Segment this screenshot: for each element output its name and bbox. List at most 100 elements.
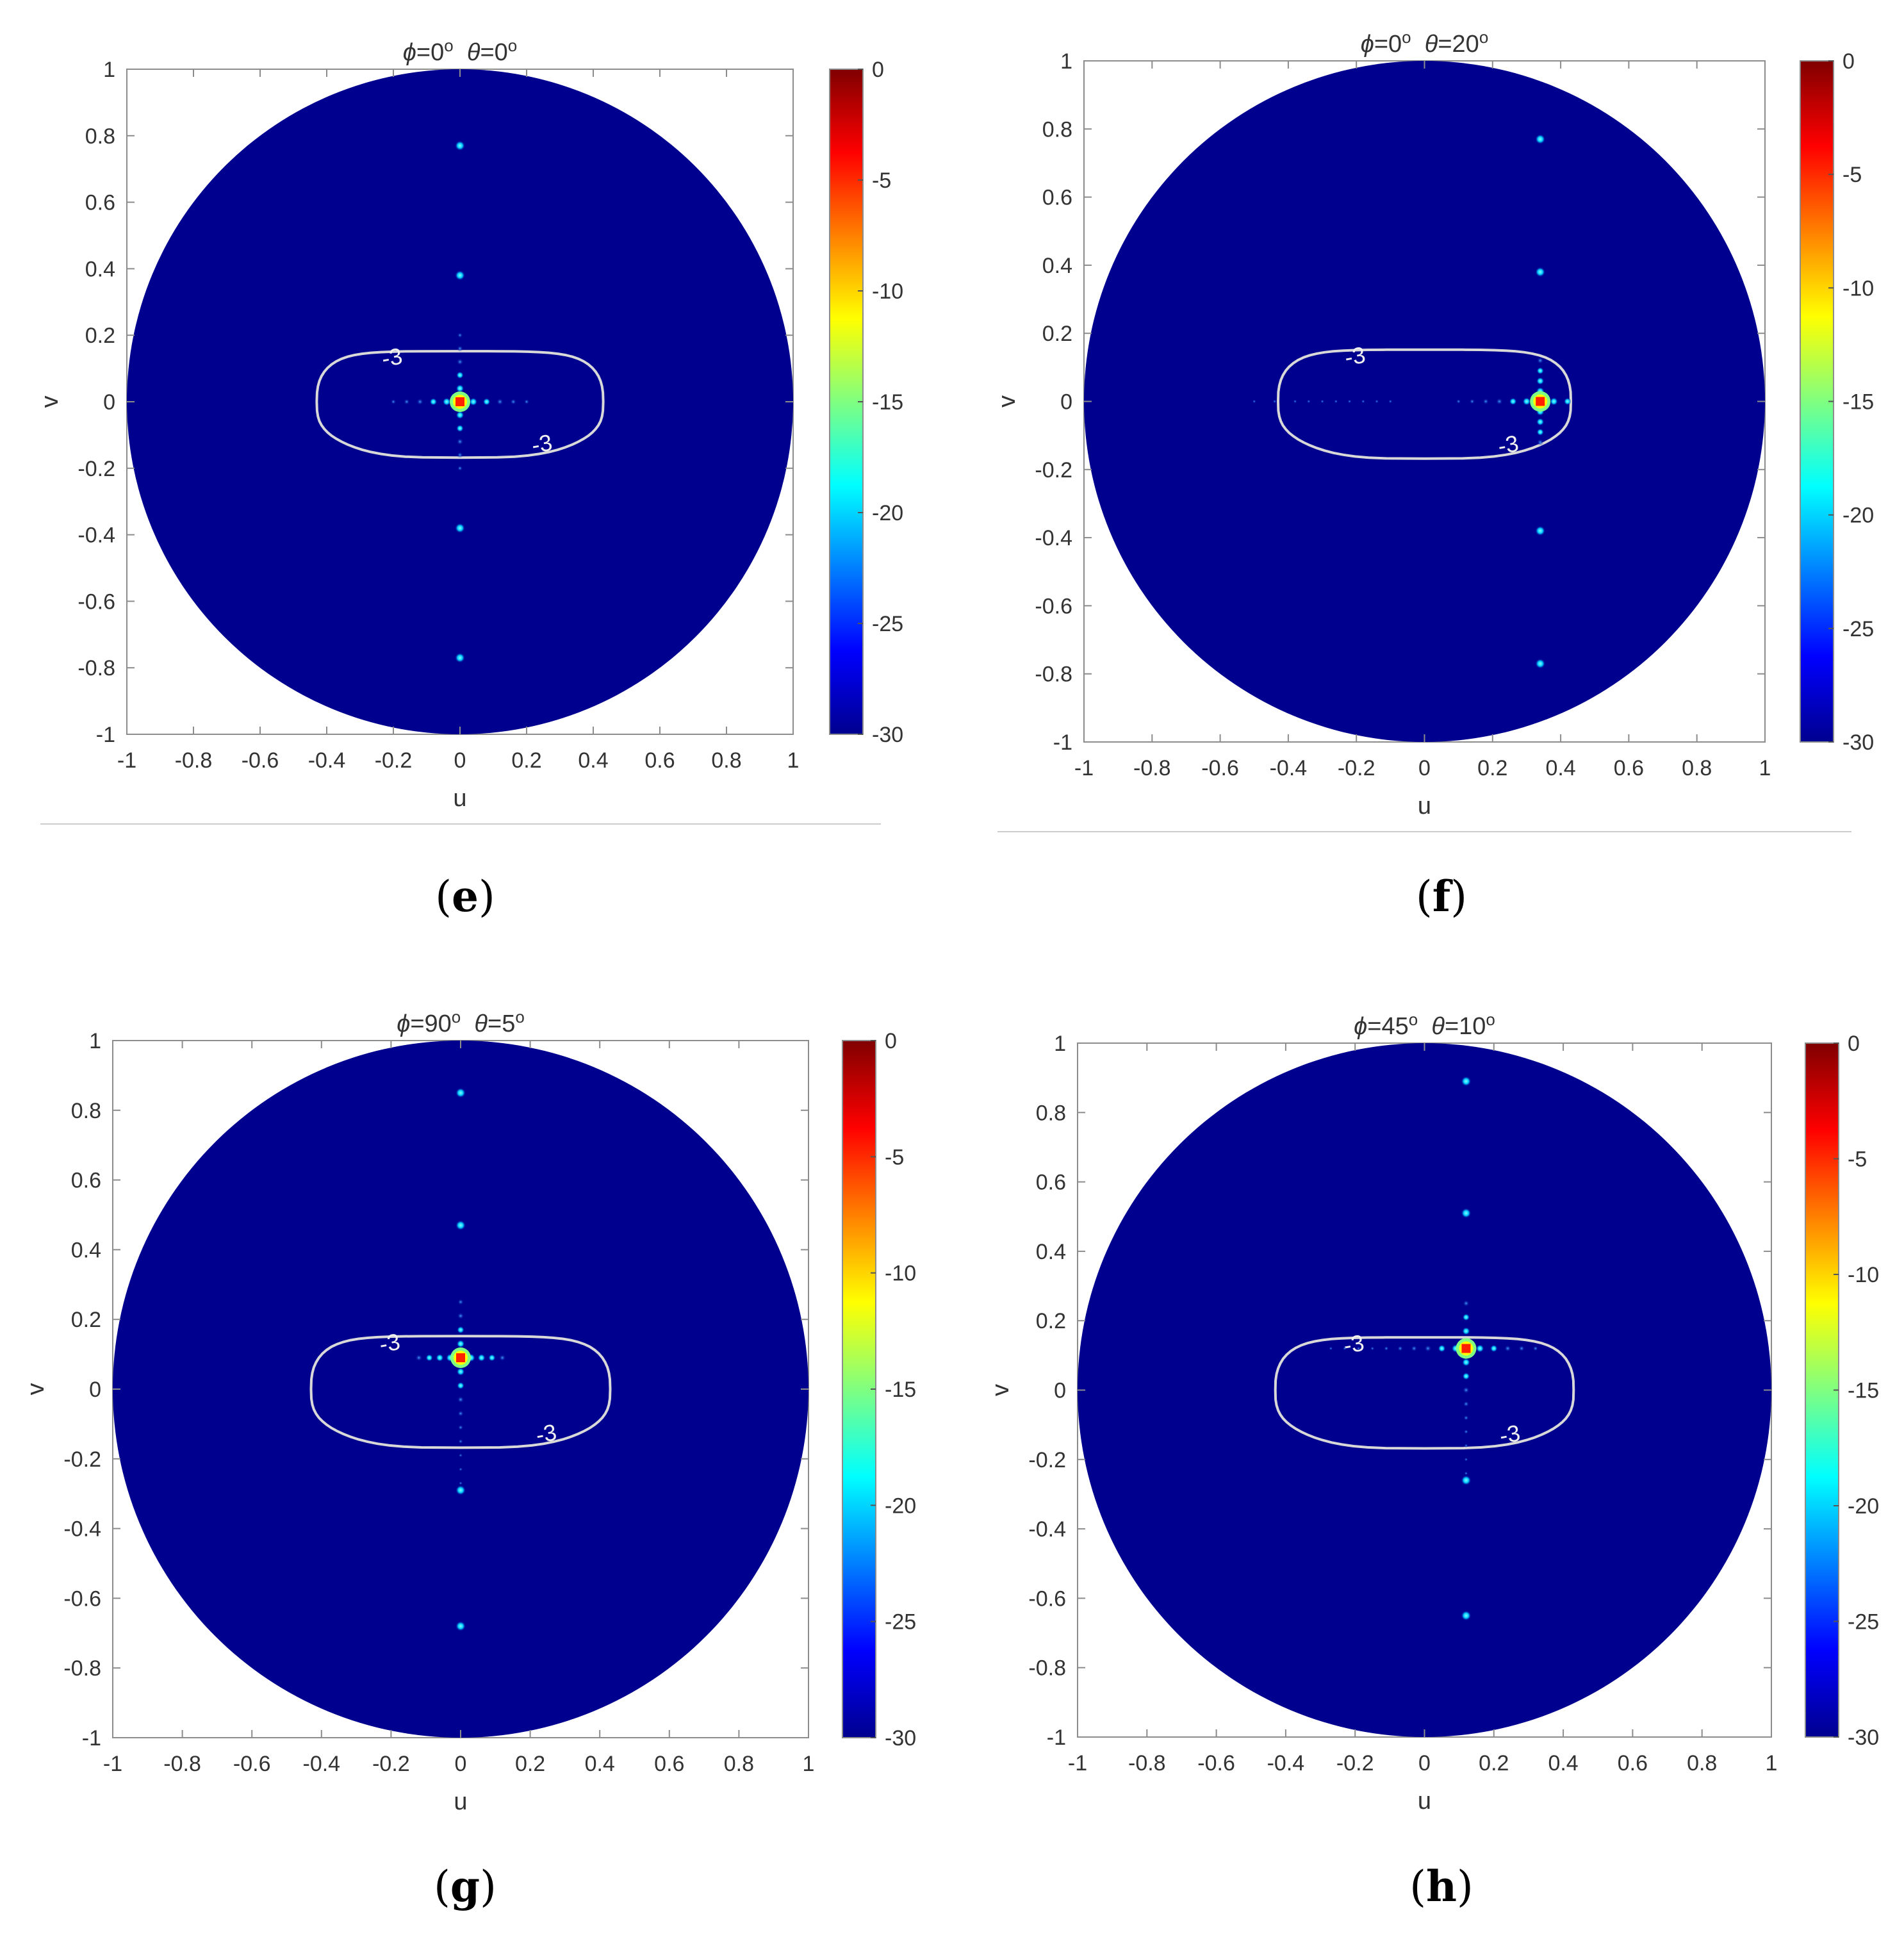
grating-lobe — [1461, 1208, 1472, 1219]
sidelobe-u — [1522, 397, 1531, 406]
y-tick-label: 0 — [1060, 390, 1072, 415]
x-tick-label: 0.8 — [724, 1752, 754, 1776]
grating-lobe — [455, 1620, 466, 1631]
colorbar-tick-label: 0 — [885, 1029, 897, 1053]
sidelobe-u — [1438, 1344, 1446, 1353]
x-tick-label: 0.4 — [1545, 756, 1575, 780]
y-axis-label: v — [994, 395, 1021, 408]
sidelobe-v — [456, 1367, 465, 1376]
sidelobe-v — [457, 1312, 464, 1320]
visible-region-disc — [1084, 61, 1765, 742]
grating-lobe — [1461, 1076, 1472, 1087]
x-axis-label: u — [1418, 1788, 1431, 1815]
sidelobe-v — [455, 411, 464, 420]
x-axis-label: u — [454, 1788, 467, 1815]
colorbar — [1805, 1042, 1839, 1738]
y-tick-label: 0.4 — [1036, 1240, 1066, 1264]
y-axis-label: v — [987, 1384, 1014, 1396]
chart-panel-h: -1 -0.8 -0.6 -0.4 -0.2 0 0.2 0.4 0.6 0.8 1 -1 -0.8 -0… — [987, 1010, 1879, 1815]
chart-title: ϕ=45o θ=10o — [1354, 1010, 1495, 1040]
sidelobe-v — [456, 438, 464, 445]
sidelobe-v — [458, 1438, 463, 1444]
x-tick-label: 0.2 — [515, 1752, 545, 1776]
colorbar-tick-label: -10 — [885, 1262, 916, 1286]
x-tick-label: 0 — [1418, 1751, 1431, 1775]
sidelobe-u — [1482, 398, 1489, 405]
sidelobe-u — [1272, 399, 1277, 404]
sidelobe-u — [390, 399, 397, 405]
y-axis-label: v — [22, 1383, 49, 1396]
sidelobe-v — [1463, 1387, 1470, 1394]
sidelobe-v — [1464, 1444, 1468, 1448]
x-tick-label: 0 — [1418, 756, 1431, 780]
sidelobe-u — [1475, 1344, 1484, 1353]
x-tick-label: -1 — [1068, 1751, 1087, 1775]
colorbar-tick-label: -25 — [1842, 617, 1874, 641]
sidelobe-v — [459, 1481, 463, 1485]
colorbar-tick-label: -30 — [1842, 730, 1874, 755]
y-tick-label: -0.4 — [63, 1517, 101, 1542]
y-tick-label: 0.2 — [85, 324, 115, 348]
x-tick-label: -1 — [117, 748, 136, 773]
grating-lobe — [455, 1220, 466, 1231]
x-tick-label: -0.2 — [1338, 756, 1375, 780]
x-tick-label: 0 — [454, 748, 466, 773]
y-tick-label: 0 — [1054, 1379, 1066, 1403]
colorbar-tick-label: -20 — [1842, 504, 1874, 528]
y-tick-label: -0.8 — [1028, 1656, 1066, 1681]
contour-line — [1274, 1336, 1575, 1450]
x-tick-label: 0.6 — [644, 748, 675, 773]
sidelobe-v — [457, 452, 463, 458]
sidelobe-u — [1252, 399, 1256, 404]
sidelobe-u — [1532, 1346, 1538, 1351]
x-axis-label: u — [453, 785, 466, 812]
y-tick-label: -0.6 — [1035, 594, 1072, 618]
sidelobe-v — [458, 1453, 463, 1458]
sidelobe-u — [1456, 399, 1461, 404]
visible-region-disc — [1078, 1043, 1771, 1737]
y-axis-label: v — [37, 396, 63, 408]
sidelobe-u — [523, 399, 530, 405]
sidelobe-u — [436, 1353, 444, 1362]
sidelobe-u — [469, 397, 478, 406]
sidelobe-v — [457, 1410, 464, 1417]
main-beam-peak — [456, 1353, 465, 1363]
sidelobe-v — [1463, 1401, 1470, 1407]
colorbar-tick-label: 0 — [872, 58, 884, 82]
x-tick-label: 0.4 — [1548, 1751, 1578, 1775]
x-tick-label: -0.8 — [1133, 756, 1171, 780]
y-tick-label: 0.2 — [1036, 1309, 1066, 1333]
colorbar — [1800, 60, 1834, 743]
y-tick-label: 0.2 — [1042, 322, 1072, 346]
colorbar-tick-label: -25 — [872, 612, 903, 636]
colorbar-tick-label: -5 — [872, 169, 891, 193]
x-tick-label: 0.4 — [585, 1752, 615, 1776]
sidelobe-u — [1293, 399, 1297, 404]
panel-caption-h: (h) — [1409, 1861, 1473, 1911]
grating-lobe — [1461, 1475, 1472, 1486]
sidelobe-v — [1536, 418, 1545, 426]
colorbar-tick-label: -30 — [1848, 1726, 1879, 1750]
x-tick-label: -0.8 — [163, 1752, 201, 1776]
y-tick-label: 0.8 — [1042, 117, 1072, 142]
sidelobe-v — [1463, 1299, 1470, 1307]
panel-caption-f: (f) — [1416, 871, 1467, 921]
colorbar-tick-label: -25 — [1848, 1610, 1879, 1635]
sidelobe-u — [1384, 1346, 1389, 1351]
x-tick-label: -0.8 — [175, 748, 213, 773]
colorbar-tick-label: 0 — [1848, 1032, 1860, 1056]
sidelobe-v — [1536, 438, 1544, 446]
sidelobe-v — [1464, 1471, 1468, 1476]
x-tick-label: 1 — [1759, 756, 1771, 780]
y-tick-label: 0.6 — [85, 191, 115, 215]
contour-label: -3 — [1496, 430, 1521, 459]
colorbar-tick-label: -20 — [885, 1494, 916, 1518]
y-tick-label: 0.4 — [85, 257, 115, 281]
sidelobe-u — [1334, 399, 1338, 404]
x-tick-label: -0.6 — [242, 748, 279, 773]
x-tick-label: -0.6 — [1201, 756, 1239, 780]
x-tick-label: -0.6 — [233, 1752, 271, 1776]
y-tick-label: 0.2 — [71, 1308, 101, 1332]
sidelobe-v — [1462, 1372, 1470, 1380]
x-tick-label: 0.2 — [1479, 1751, 1509, 1775]
